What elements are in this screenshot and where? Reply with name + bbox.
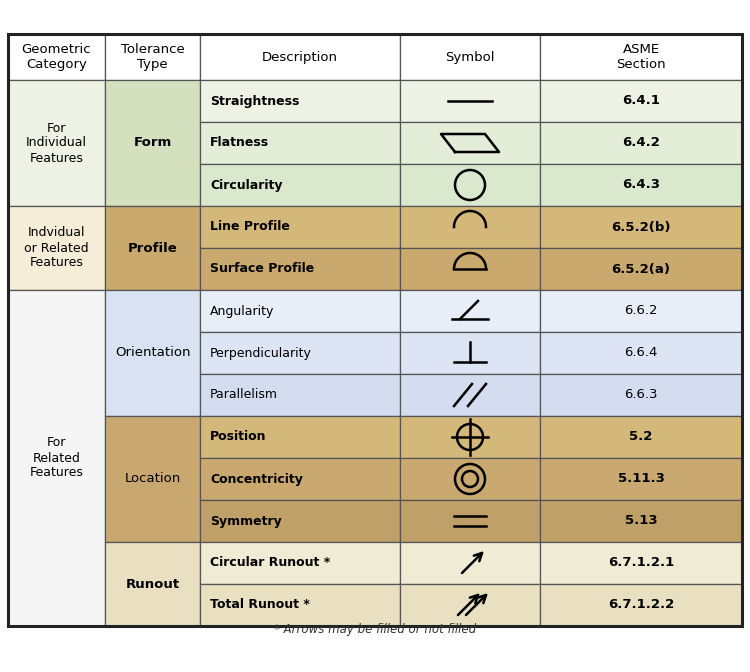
Text: 6.4.2: 6.4.2 [622,136,660,149]
Bar [540,122,742,164]
Bar [540,34,742,80]
Bar [8,206,105,290]
Bar [540,206,742,248]
Bar [8,80,105,206]
Bar [400,500,540,542]
Bar [400,80,540,122]
Bar [200,416,400,458]
Text: Concentricity: Concentricity [210,472,303,485]
Bar [200,584,400,626]
Bar [540,290,742,332]
Bar [400,34,540,80]
Text: 6.6.2: 6.6.2 [624,304,658,317]
Text: Flatness: Flatness [210,136,269,149]
Text: 6.6.3: 6.6.3 [624,388,658,401]
Bar [540,500,742,542]
Text: Straightness: Straightness [210,95,299,108]
Text: Position: Position [210,431,266,444]
Bar [200,34,400,80]
Text: 6.5.2(b): 6.5.2(b) [611,220,670,233]
Bar [200,500,400,542]
Bar [540,248,742,290]
Text: 6.7.1.2.1: 6.7.1.2.1 [608,556,674,569]
Bar [200,458,400,500]
Bar [200,164,400,206]
Bar [540,332,742,374]
Bar [540,80,742,122]
Text: Form: Form [134,136,172,149]
Bar [105,206,200,290]
Bar [400,290,540,332]
Text: Geometric
Category: Geometric Category [22,43,92,71]
Bar [8,290,105,626]
Bar [200,290,400,332]
Text: 6.6.4: 6.6.4 [624,347,658,360]
Bar [400,248,540,290]
Text: Location: Location [124,472,181,485]
Text: Indvidual
or Related
Features: Indvidual or Related Features [24,226,88,269]
Bar [400,374,540,416]
Bar [200,374,400,416]
Bar [200,542,400,584]
Text: Line Profile: Line Profile [210,220,290,233]
Text: Parallelism: Parallelism [210,388,278,401]
Bar [400,332,540,374]
Bar [105,416,200,542]
Text: * Arrows may be filled or not filled: * Arrows may be filled or not filled [274,623,476,636]
Bar [540,416,742,458]
Bar [540,374,742,416]
Text: 5.13: 5.13 [625,515,657,528]
Bar [540,542,742,584]
Bar [200,122,400,164]
Bar [540,458,742,500]
Bar [400,206,540,248]
Text: Symmetry: Symmetry [210,515,282,528]
Text: Runout: Runout [125,577,179,591]
Bar [200,248,400,290]
Text: For
Individual
Features: For Individual Features [26,122,87,165]
Bar [400,458,540,500]
Text: Tolerance
Type: Tolerance Type [121,43,184,71]
Text: Profile: Profile [128,241,177,255]
Bar [200,332,400,374]
Bar [105,542,200,626]
Bar [200,80,400,122]
Text: 6.7.1.2.2: 6.7.1.2.2 [608,599,674,612]
Bar [105,34,200,80]
Bar [400,542,540,584]
Bar [400,584,540,626]
Bar [8,34,742,626]
Text: 6.4.1: 6.4.1 [622,95,660,108]
Bar [400,416,540,458]
Bar [200,206,400,248]
Text: 5.2: 5.2 [629,431,652,444]
Bar [540,584,742,626]
Text: Total Runout *: Total Runout * [210,599,310,612]
Text: Angularity: Angularity [210,304,274,317]
Text: Surface Profile: Surface Profile [210,263,314,276]
Text: Perpendicularity: Perpendicularity [210,347,312,360]
Text: Orientation: Orientation [115,347,190,360]
Text: 6.4.3: 6.4.3 [622,179,660,192]
Bar [105,80,200,206]
Bar [400,122,540,164]
Text: Circular Runout *: Circular Runout * [210,556,330,569]
Text: 6.5.2(a): 6.5.2(a) [611,263,670,276]
Bar [400,164,540,206]
Bar [540,164,742,206]
Text: ASME
Section: ASME Section [616,43,666,71]
Text: Description: Description [262,50,338,63]
Bar [8,34,105,80]
Text: 5.11.3: 5.11.3 [617,472,664,485]
Text: For
Related
Features: For Related Features [29,437,83,480]
Bar [105,290,200,416]
Text: Circularity: Circularity [210,179,283,192]
Text: Symbol: Symbol [446,50,495,63]
